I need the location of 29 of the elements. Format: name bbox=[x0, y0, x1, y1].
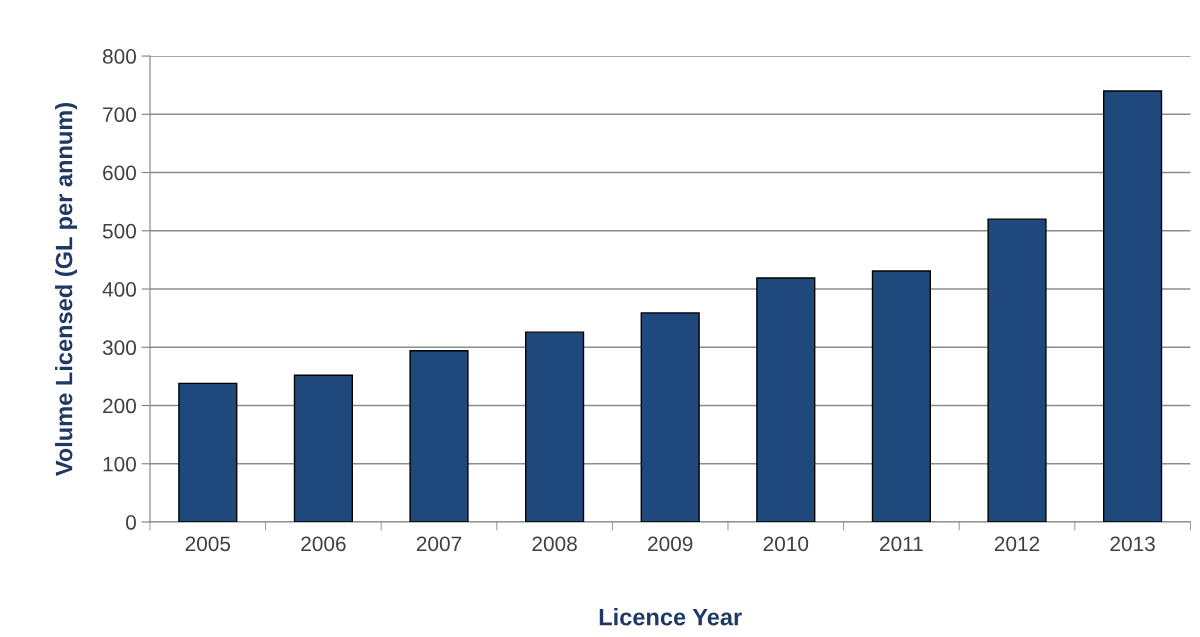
y-axis-title: Volume Licensed (GL per annum) bbox=[55, 103, 78, 477]
y-tick-label: 400 bbox=[102, 282, 136, 297]
bar bbox=[178, 382, 238, 523]
bar bbox=[409, 350, 469, 523]
bar bbox=[293, 374, 353, 523]
y-tick-label: 800 bbox=[102, 49, 136, 64]
y-tick-label: 100 bbox=[103, 456, 136, 472]
x-tick-label: 2010 bbox=[763, 536, 809, 552]
y-tick-label: 200 bbox=[103, 398, 136, 414]
y-tick-label: 0 bbox=[126, 515, 136, 530]
x-tick-label: 2011 bbox=[880, 536, 923, 552]
bar bbox=[1103, 90, 1163, 523]
x-tick-label: 2007 bbox=[416, 536, 462, 552]
bar bbox=[640, 312, 700, 523]
x-tick-label: 2006 bbox=[301, 536, 346, 552]
y-tick-label: 700 bbox=[103, 107, 136, 123]
bar bbox=[525, 331, 585, 523]
bar bbox=[871, 270, 931, 523]
y-tick-label: 300 bbox=[102, 340, 136, 356]
x-tick-label: 2012 bbox=[994, 536, 1040, 552]
x-tick-label: 2013 bbox=[1110, 536, 1155, 552]
x-tick-label: 2005 bbox=[185, 536, 231, 552]
y-tick-label: 500 bbox=[102, 223, 136, 239]
x-axis-title: Licence Year bbox=[599, 608, 742, 626]
y-tick-label: 600 bbox=[103, 165, 136, 181]
bar bbox=[756, 277, 816, 523]
x-tick-label: 2009 bbox=[648, 536, 693, 552]
x-tick-label: 2008 bbox=[532, 536, 577, 552]
bar bbox=[987, 218, 1047, 523]
